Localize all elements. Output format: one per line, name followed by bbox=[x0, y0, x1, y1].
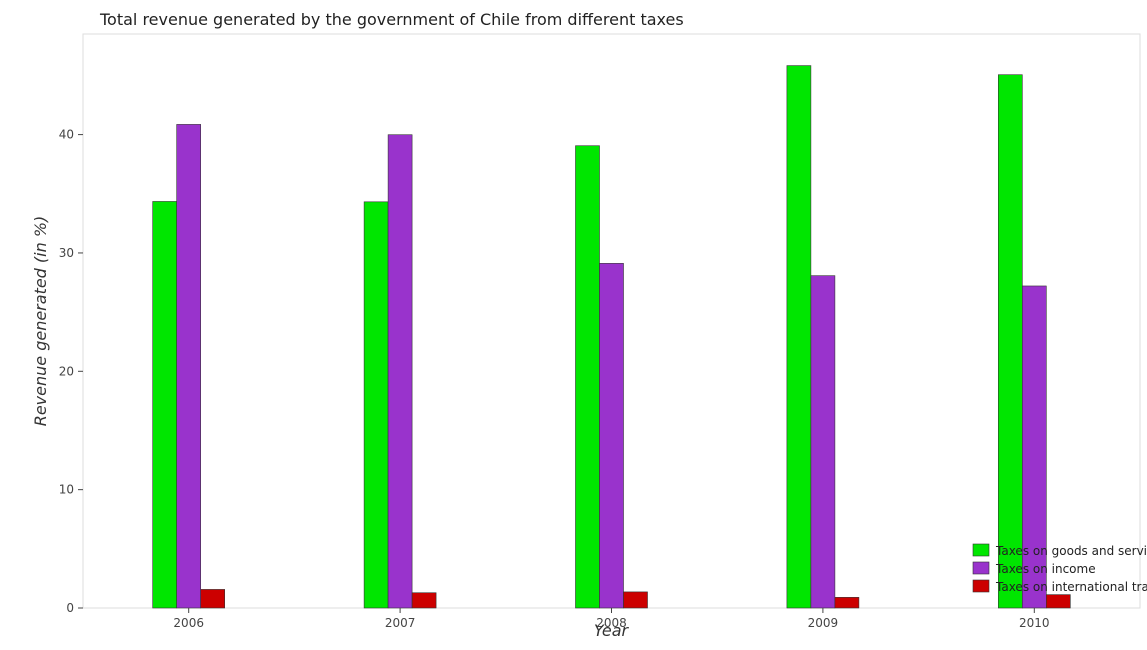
y-tick-label: 10 bbox=[59, 483, 74, 497]
x-axis-label: Year bbox=[594, 621, 630, 640]
legend-label: Taxes on goods and services bbox=[995, 544, 1147, 558]
bar bbox=[834, 597, 860, 609]
legend-label: Taxes on income bbox=[995, 562, 1096, 576]
bars bbox=[152, 65, 1071, 609]
bar bbox=[387, 134, 413, 609]
chart-title: Total revenue generated by the governmen… bbox=[99, 10, 684, 29]
bar bbox=[575, 145, 600, 609]
x-tick-label: 2007 bbox=[385, 616, 416, 630]
bar bbox=[997, 74, 1023, 609]
x-tick-label: 2008 bbox=[596, 616, 627, 630]
legend-label: Taxes on international trade bbox=[995, 580, 1147, 594]
y-axis-label: Revenue generated (in %) bbox=[31, 216, 50, 427]
bar bbox=[786, 65, 812, 609]
bar bbox=[152, 201, 177, 609]
bar bbox=[1046, 594, 1071, 609]
bar bbox=[623, 591, 648, 609]
bar bbox=[1021, 285, 1047, 609]
y-axis: 0 10 20 30 40 bbox=[59, 128, 83, 615]
bar bbox=[363, 201, 389, 609]
x-axis: 2006 2007 2008 2009 2010 bbox=[173, 608, 1050, 630]
legend-swatch bbox=[972, 561, 990, 575]
y-tick-label: 30 bbox=[59, 246, 74, 260]
x-tick-label: 2009 bbox=[808, 616, 839, 630]
bar bbox=[599, 263, 624, 609]
legend-swatch bbox=[972, 579, 990, 593]
x-tick-label: 2006 bbox=[173, 616, 204, 630]
bar bbox=[411, 592, 437, 609]
bar bbox=[176, 124, 201, 609]
y-tick-label: 40 bbox=[59, 128, 74, 142]
legend-swatch bbox=[972, 543, 990, 557]
y-tick-label: 0 bbox=[66, 601, 74, 615]
bar bbox=[810, 275, 836, 609]
legend: Taxes on goods and services Taxes on inco… bbox=[972, 543, 1147, 594]
bar bbox=[200, 589, 225, 609]
x-tick-label: 2010 bbox=[1019, 616, 1050, 630]
y-tick-label: 20 bbox=[59, 364, 74, 378]
